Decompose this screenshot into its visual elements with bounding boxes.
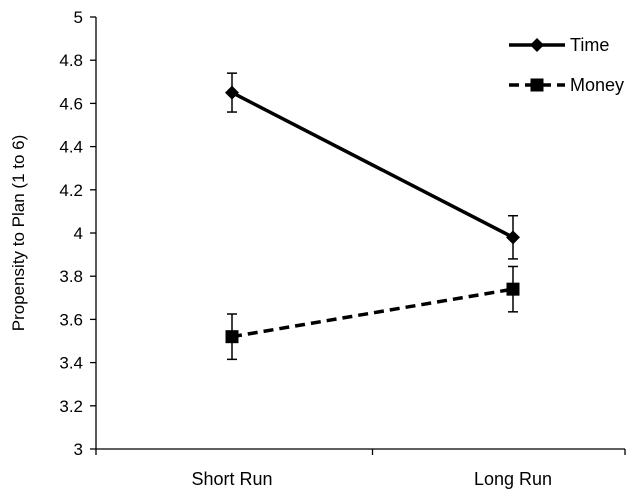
data-point xyxy=(506,282,520,296)
series-line xyxy=(231,91,514,239)
x-ticks: Short Run Long Run xyxy=(95,449,626,489)
axes xyxy=(95,17,625,450)
legend: Time Money xyxy=(509,35,624,95)
y-tick-label: 3.6 xyxy=(59,310,83,329)
y-tick-label: 4 xyxy=(74,224,83,243)
y-tick-label: 5 xyxy=(74,8,83,27)
y-tick-label: 3.2 xyxy=(59,397,83,416)
y-tick-label: 4.8 xyxy=(59,51,83,70)
series-group xyxy=(225,72,520,361)
data-point xyxy=(225,85,239,100)
legend-item-time: Time xyxy=(509,35,609,55)
y-tick-label: 4.6 xyxy=(59,94,83,113)
y-tick-label: 3.8 xyxy=(59,267,83,286)
series-line xyxy=(231,287,514,339)
y-axis-title: Propensity to Plan (1 to 6) xyxy=(9,135,28,332)
legend-item-money: Money xyxy=(509,75,624,95)
y-ticks: 3 3.2 3.4 3.6 3.8 4 4.2 4.4 4.6 4.8 5 xyxy=(59,8,96,459)
y-tick-label: 3 xyxy=(74,440,83,459)
y-tick-label: 4.2 xyxy=(59,181,83,200)
y-tick-label: 4.4 xyxy=(59,138,83,157)
data-point xyxy=(506,230,520,245)
legend-label: Money xyxy=(570,75,624,95)
y-tick-label: 3.4 xyxy=(59,354,83,373)
x-tick-label: Short Run xyxy=(191,469,272,489)
legend-marker xyxy=(530,38,544,52)
x-tick-label: Long Run xyxy=(474,469,552,489)
series-time xyxy=(225,72,520,260)
legend-marker xyxy=(530,78,544,92)
series-money xyxy=(225,265,520,361)
data-point xyxy=(225,330,239,344)
legend-label: Time xyxy=(570,35,609,55)
